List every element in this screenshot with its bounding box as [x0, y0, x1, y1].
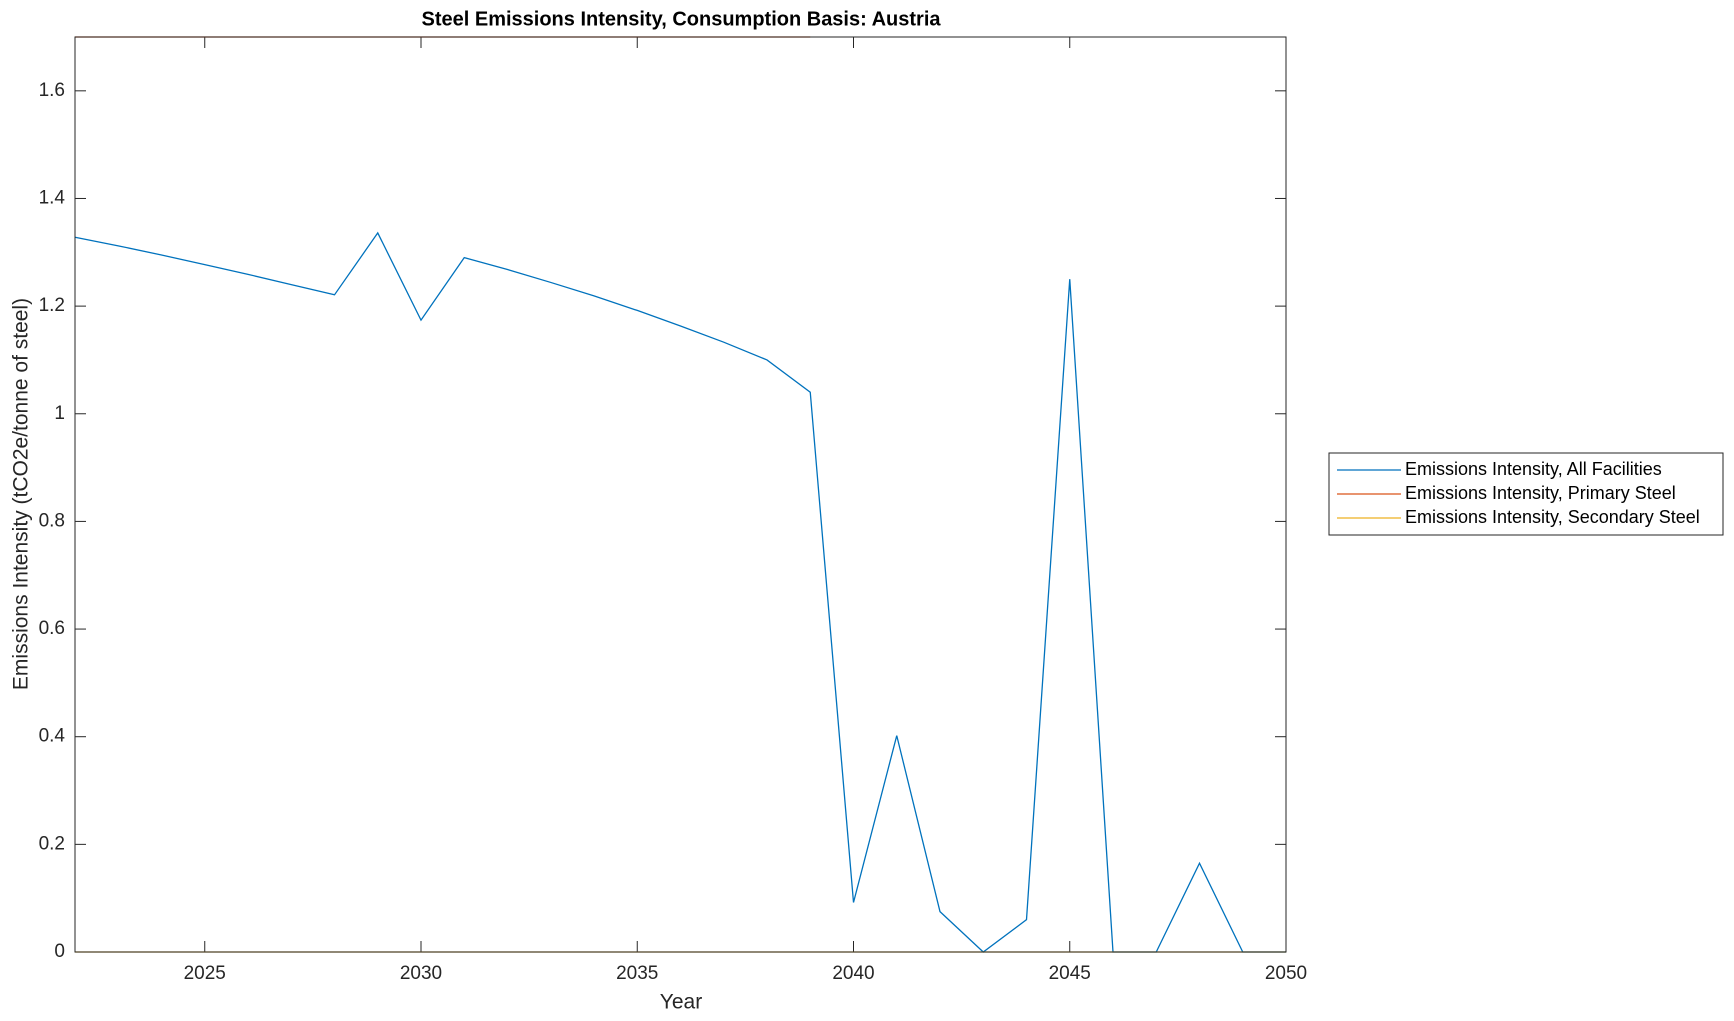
chart-title: Steel Emissions Intensity, Consumption B… [422, 8, 942, 30]
x-tick-label: 2050 [1265, 963, 1307, 984]
x-tick-label: 2040 [832, 963, 874, 984]
x-tick-label: 2035 [616, 963, 658, 984]
y-tick-label: 0 [54, 941, 65, 962]
y-tick-label: 1.2 [39, 295, 65, 316]
y-tick-label: 0.8 [39, 510, 65, 531]
y-axis-label: Emissions Intensity (tCO2e/tonne of stee… [10, 298, 33, 690]
x-tick-label: 2030 [400, 963, 442, 984]
x-axis-label: Year [660, 991, 702, 1014]
y-tick-label: 0.4 [39, 726, 66, 747]
legend-label: Emissions Intensity, All Facilities [1405, 459, 1662, 479]
legend-label: Emissions Intensity, Primary Steel [1405, 483, 1676, 503]
x-tick-label: 2025 [184, 963, 226, 984]
y-tick-label: 0.2 [39, 833, 65, 854]
y-tick-label: 1.4 [39, 187, 66, 208]
axes-box [74, 36, 1287, 953]
y-tick-label: 1 [54, 403, 65, 424]
y-tick-label: 0.6 [39, 618, 65, 639]
series-line [74, 231, 1286, 953]
legend-label: Emissions Intensity, Secondary Steel [1405, 507, 1700, 527]
y-tick-label: 1.6 [39, 80, 65, 101]
x-tick-label: 2045 [1049, 963, 1091, 984]
